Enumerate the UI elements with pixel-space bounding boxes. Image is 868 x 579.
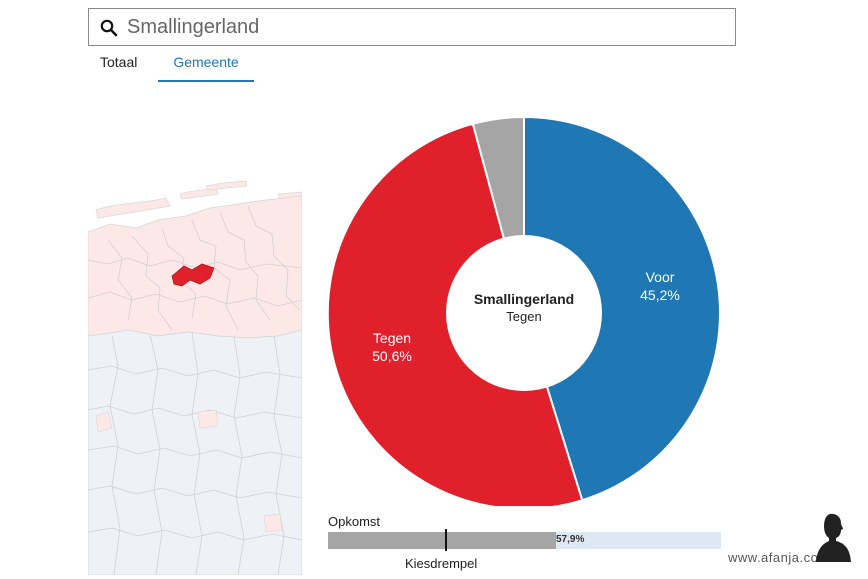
map-region-south xyxy=(88,329,302,575)
silhouette-icon xyxy=(816,513,851,562)
map-region-accent xyxy=(197,409,219,429)
map-island xyxy=(179,187,219,200)
map-region-accent xyxy=(263,513,283,533)
slice-voor-value: 45,2% xyxy=(640,287,680,303)
slice-voor-name: Voor xyxy=(646,269,675,285)
tab-totaal[interactable]: Totaal xyxy=(100,54,138,70)
slice-voor[interactable] xyxy=(523,115,721,502)
search-box[interactable] xyxy=(88,8,736,46)
slice-tegen-name: Tegen xyxy=(373,330,411,346)
search-input[interactable] xyxy=(127,16,717,39)
watermark: www.afanja.com xyxy=(728,512,858,572)
map-island xyxy=(205,180,248,191)
turnout-value: 57,9% xyxy=(556,534,585,545)
turnout-bar xyxy=(328,532,721,549)
map-island xyxy=(95,197,171,219)
chart-title: Smallingerland xyxy=(474,291,574,307)
turnout-bar-fill xyxy=(328,532,556,549)
map-region-accent xyxy=(95,411,113,433)
slice-tegen-value: 50,6% xyxy=(372,348,412,364)
threshold-label: Kiesdrempel xyxy=(405,556,478,571)
tab-gemeente[interactable]: Gemeente xyxy=(158,52,254,82)
municipality-map[interactable] xyxy=(88,180,302,575)
turnout-label: Opkomst xyxy=(328,514,381,529)
map-boundaries-north xyxy=(88,205,302,331)
map-boundaries-south xyxy=(88,331,302,575)
chart-subtitle: Tegen xyxy=(506,309,541,324)
threshold-marker xyxy=(444,529,447,551)
donut-hole xyxy=(446,235,602,391)
watermark-text: www.afanja.com xyxy=(728,550,830,565)
search-icon xyxy=(100,19,118,37)
donut-chart: Smallingerland Tegen Voor 45,2% Tegen 50… xyxy=(326,115,721,506)
map-highlight-smallingerland[interactable] xyxy=(171,263,215,287)
